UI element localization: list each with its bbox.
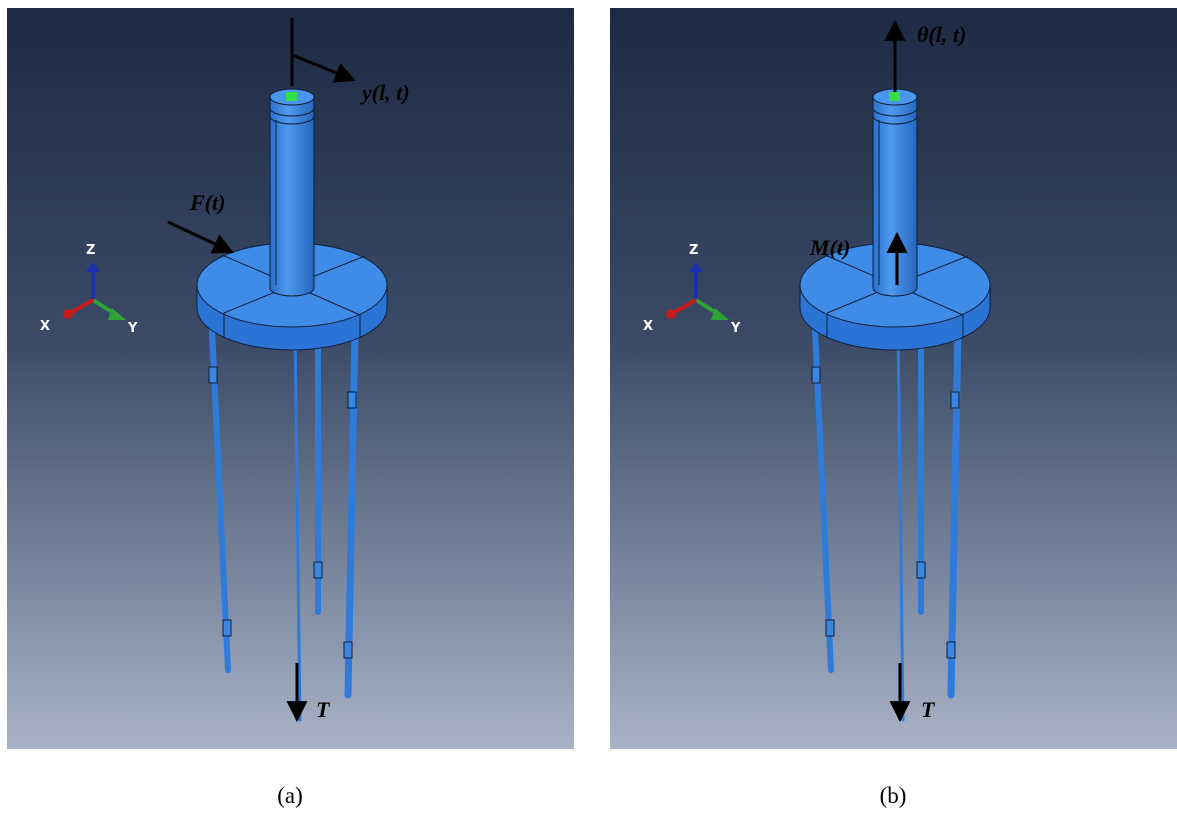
caption: (a) xyxy=(277,783,303,808)
leg-joint xyxy=(812,367,820,383)
axis-label-z: Z xyxy=(86,243,95,258)
axis-x-head xyxy=(666,309,676,319)
panel: Z X Yy(l, t) F(t) T (a) xyxy=(7,8,574,808)
node-marker xyxy=(889,92,900,101)
axis-label-y: Y xyxy=(127,321,138,336)
leg-joint xyxy=(223,620,231,636)
annotation: y(l, t) xyxy=(359,80,410,105)
panel: Z X Yθ(l, t) M(t) T (b) xyxy=(610,8,1177,808)
axis-label-z: Z xyxy=(689,243,698,258)
leg-joint xyxy=(951,392,959,408)
node-marker xyxy=(286,92,297,101)
column xyxy=(270,97,314,296)
axis-x-head xyxy=(63,309,73,319)
leg-joint xyxy=(209,367,217,383)
leg-joint xyxy=(314,562,322,578)
annotation: θ(l, t) xyxy=(917,22,966,47)
column xyxy=(873,97,917,296)
leg-joint xyxy=(917,562,925,578)
leg-joint xyxy=(826,620,834,636)
figure: Z X Yy(l, t) F(t) T (a) Z X Yθ(l, t) M(t) T (b) xyxy=(0,0,1177,823)
leg-joint xyxy=(344,642,352,658)
leg-joint xyxy=(947,642,955,658)
annotation: T xyxy=(316,697,331,722)
caption: (b) xyxy=(880,783,907,808)
axis-label-y: Y xyxy=(730,321,741,336)
annotation: F(t) xyxy=(189,190,225,215)
axis-label-x: X xyxy=(643,319,653,334)
axis-label-x: X xyxy=(40,319,50,334)
annotation: M(t) xyxy=(809,235,850,260)
leg-joint xyxy=(348,392,356,408)
annotation: T xyxy=(921,697,936,722)
